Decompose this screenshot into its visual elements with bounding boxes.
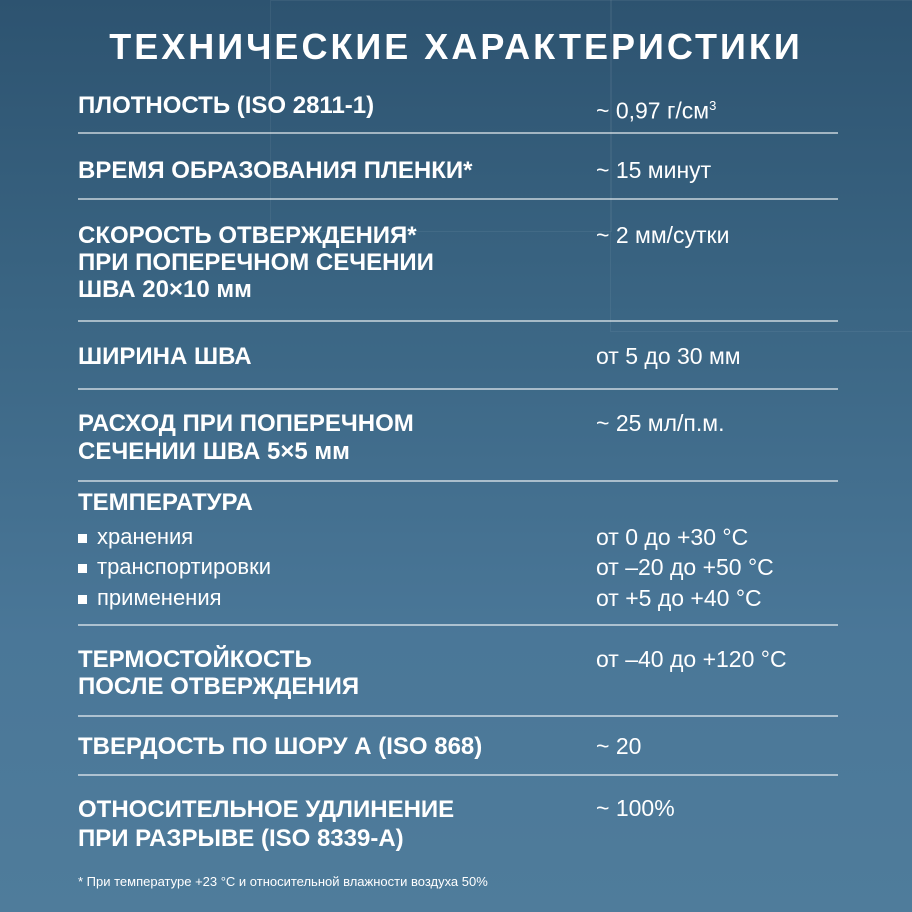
bullet-icon xyxy=(78,563,87,573)
label-line: ПРИ РАЗРЫВЕ (ISO 8339-A) xyxy=(78,825,404,852)
temp-item-transport: транспортировки xyxy=(78,552,271,582)
cure-speed-label: СКОРОСТЬ ОТВЕРЖДЕНИЯ* ПРИ ПОПЕРЕЧНОМ СЕЧ… xyxy=(78,222,434,303)
background-tile xyxy=(610,0,912,332)
temperature-label: ТЕМПЕРАТУРА xyxy=(78,489,253,516)
label-line: ПРИ ПОПЕРЕЧНОМ СЕЧЕНИИ xyxy=(78,249,434,276)
temp-transport-value: от –20 до +50 °C xyxy=(596,554,774,580)
film-time-label: ВРЕМЯ ОБРАЗОВАНИЯ ПЛЕНКИ* xyxy=(78,157,473,184)
background-tile xyxy=(270,0,612,232)
heat-resistance-label: ТЕРМОСТОЙКОСТЬ ПОСЛЕ ОТВЕРЖДЕНИЯ xyxy=(78,646,359,700)
cure-speed-value: ~ 2 мм/сутки xyxy=(596,222,730,248)
divider xyxy=(78,774,838,776)
label-line: ОТНОСИТЕЛЬНОЕ УДЛИНЕНИЕ xyxy=(78,796,455,823)
temp-application-value: от +5 до +40 °C xyxy=(596,585,762,611)
elongation-value: ~ 100% xyxy=(596,795,675,821)
density-value: ~ 0,97 г/см3 xyxy=(596,97,717,124)
joint-width-label: ШИРИНА ШВА xyxy=(78,343,252,370)
temp-item-storage: хранения xyxy=(78,522,193,552)
divider xyxy=(78,624,838,626)
temp-item-application: применения xyxy=(78,583,222,613)
elongation-label: ОТНОСИТЕЛЬНОЕ УДЛИНЕНИЕ ПРИ РАЗРЫВЕ (ISO… xyxy=(78,795,454,853)
bullet-icon xyxy=(78,594,87,604)
film-time-value: ~ 15 минут xyxy=(596,157,712,183)
consumption-value: ~ 25 мл/п.м. xyxy=(596,410,725,436)
divider xyxy=(78,480,838,482)
temp-storage-value: от 0 до +30 °C xyxy=(596,524,749,550)
consumption-label: РАСХОД ПРИ ПОПЕРЕЧНОМ СЕЧЕНИИ ШВА 5×5 мм xyxy=(78,410,414,466)
footnote: * При температуре +23 °C и относительной… xyxy=(78,874,488,889)
bullet-icon xyxy=(78,533,87,543)
density-label: ПЛОТНОСТЬ (ISO 2811-1) xyxy=(78,92,375,119)
label-line: ШВА 20×10 мм xyxy=(78,276,252,303)
hardness-label: ТВЕРДОСТЬ ПО ШОРУ А (ISO 868) xyxy=(78,733,483,760)
divider xyxy=(78,715,838,717)
label-line: СЕЧЕНИИ ШВА 5×5 мм xyxy=(78,438,350,465)
divider xyxy=(78,132,838,134)
heat-resistance-value: от –40 до +120 °C xyxy=(596,646,787,672)
label-line: ПОСЛЕ ОТВЕРЖДЕНИЯ xyxy=(78,673,360,700)
page-title: ТЕХНИЧЕСКИЕ ХАРАКТЕРИСТИКИ xyxy=(109,26,803,67)
label-line: РАСХОД ПРИ ПОПЕРЕЧНОМ xyxy=(78,410,414,437)
divider xyxy=(78,388,838,390)
label-line: ТЕРМОСТОЙКОСТЬ xyxy=(78,646,312,673)
label-line: СКОРОСТЬ ОТВЕРЖДЕНИЯ* xyxy=(78,222,417,249)
divider xyxy=(78,198,838,200)
divider xyxy=(78,320,838,322)
joint-width-value: от 5 до 30 мм xyxy=(596,343,741,369)
hardness-value: ~ 20 xyxy=(596,733,642,759)
